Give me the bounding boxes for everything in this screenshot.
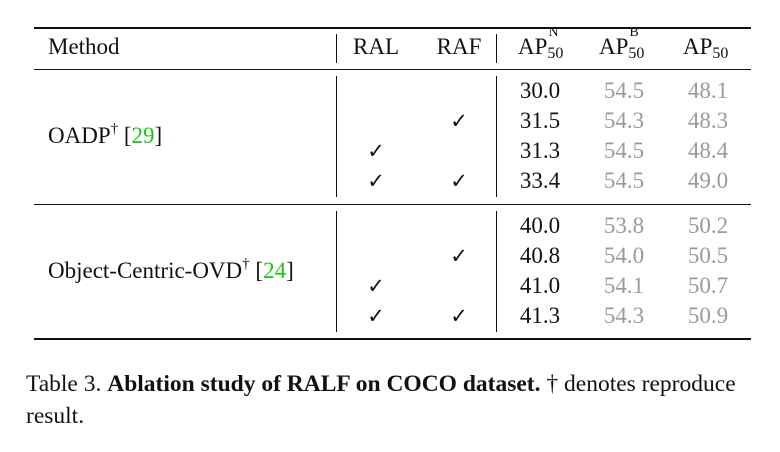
ral-check: ✓ <box>367 169 385 193</box>
group-rule <box>34 204 751 205</box>
citation-close: ] <box>154 123 163 148</box>
header-separator-left <box>336 34 337 63</box>
header-apb-base: AP <box>599 34 629 59</box>
apb-value: 53.8 <box>603 213 645 238</box>
citation-close: ] <box>286 258 294 283</box>
apb-value: 54.3 <box>603 303 645 328</box>
caption-title: Ablation study of RALF on COCO dataset. <box>107 371 541 397</box>
apb-value: 54.1 <box>603 273 645 298</box>
ap-value: 50.9 <box>687 303 729 328</box>
group2-separator-right <box>496 211 497 332</box>
header-apn-sup: N <box>548 25 559 40</box>
ablation-table: Method RAL RAF AP N 50 AP B 50 AP 50 OADP† [2… <box>34 26 751 340</box>
ap-value: 50.2 <box>687 213 729 238</box>
apn-value: 41.0 <box>519 273 561 298</box>
apb-value: 54.5 <box>603 168 645 193</box>
apb-value: 54.0 <box>603 243 645 268</box>
ap-value: 48.3 <box>687 108 729 133</box>
header-apb-sub: 50 <box>628 45 645 62</box>
header-ap: AP 50 <box>683 33 728 62</box>
header-apb-sup: B <box>629 25 639 40</box>
ral-check: ✓ <box>367 139 385 163</box>
header-apb: AP B 50 <box>599 26 644 62</box>
ap-value: 49.0 <box>687 168 729 193</box>
dagger-mark: † <box>110 121 119 137</box>
header-method: Method <box>48 34 120 59</box>
top-rule <box>34 27 751 29</box>
ap-value: 50.7 <box>687 273 729 298</box>
apn-value: 30.0 <box>519 78 561 103</box>
header-ral: RAL <box>353 34 399 59</box>
apn-value: 31.5 <box>519 108 561 133</box>
method-name: Object-Centric-OVD <box>48 258 243 283</box>
apn-value: 33.4 <box>519 168 561 193</box>
header-ap-base: AP <box>683 34 713 59</box>
ap-value: 50.5 <box>687 243 729 268</box>
raf-check: ✓ <box>450 109 468 133</box>
header-rule <box>34 69 751 70</box>
ral-check: ✓ <box>367 304 385 328</box>
apn-value: 40.8 <box>519 243 561 268</box>
citation-open: [ <box>255 258 264 283</box>
header-apn-sub: 50 <box>547 45 564 62</box>
citation-link[interactable]: 24 <box>263 258 287 283</box>
apb-value: 54.5 <box>603 138 645 163</box>
apb-value: 54.5 <box>603 78 645 103</box>
raf-check: ✓ <box>450 304 468 328</box>
header-apn-base: AP <box>518 34 548 59</box>
caption-label: Table 3. <box>26 371 102 397</box>
raf-check: ✓ <box>450 244 468 268</box>
apn-value: 40.0 <box>519 213 561 238</box>
group1-separator-left <box>336 76 337 197</box>
group2-separator-left <box>336 211 337 332</box>
method-object-centric-ovd: Object-Centric-OVD† [24] <box>48 257 294 285</box>
apn-value: 41.3 <box>519 303 561 328</box>
method-oadp: OADP† [29] <box>48 122 162 150</box>
raf-check: ✓ <box>450 169 468 193</box>
header-raf: RAF <box>436 34 482 59</box>
header-separator-right <box>496 34 497 63</box>
apb-value: 54.3 <box>603 108 645 133</box>
caption-note: † denotes reproduce result. <box>26 371 736 429</box>
header-apn: AP N 50 <box>518 26 563 62</box>
citation-link[interactable]: 29 <box>131 123 155 148</box>
group1-separator-right <box>496 76 497 197</box>
table-caption: Table 3. Ablation study of RALF on COCO … <box>26 368 761 432</box>
bottom-rule <box>34 338 751 340</box>
ap-value: 48.4 <box>687 138 729 163</box>
apn-value: 31.3 <box>519 138 561 163</box>
citation-open: [ <box>123 123 132 148</box>
ap-value: 48.1 <box>687 78 729 103</box>
header-ap-sub: 50 <box>712 45 729 62</box>
ral-check: ✓ <box>367 274 385 298</box>
method-name: OADP <box>48 123 111 148</box>
dagger-mark: † <box>242 256 250 272</box>
